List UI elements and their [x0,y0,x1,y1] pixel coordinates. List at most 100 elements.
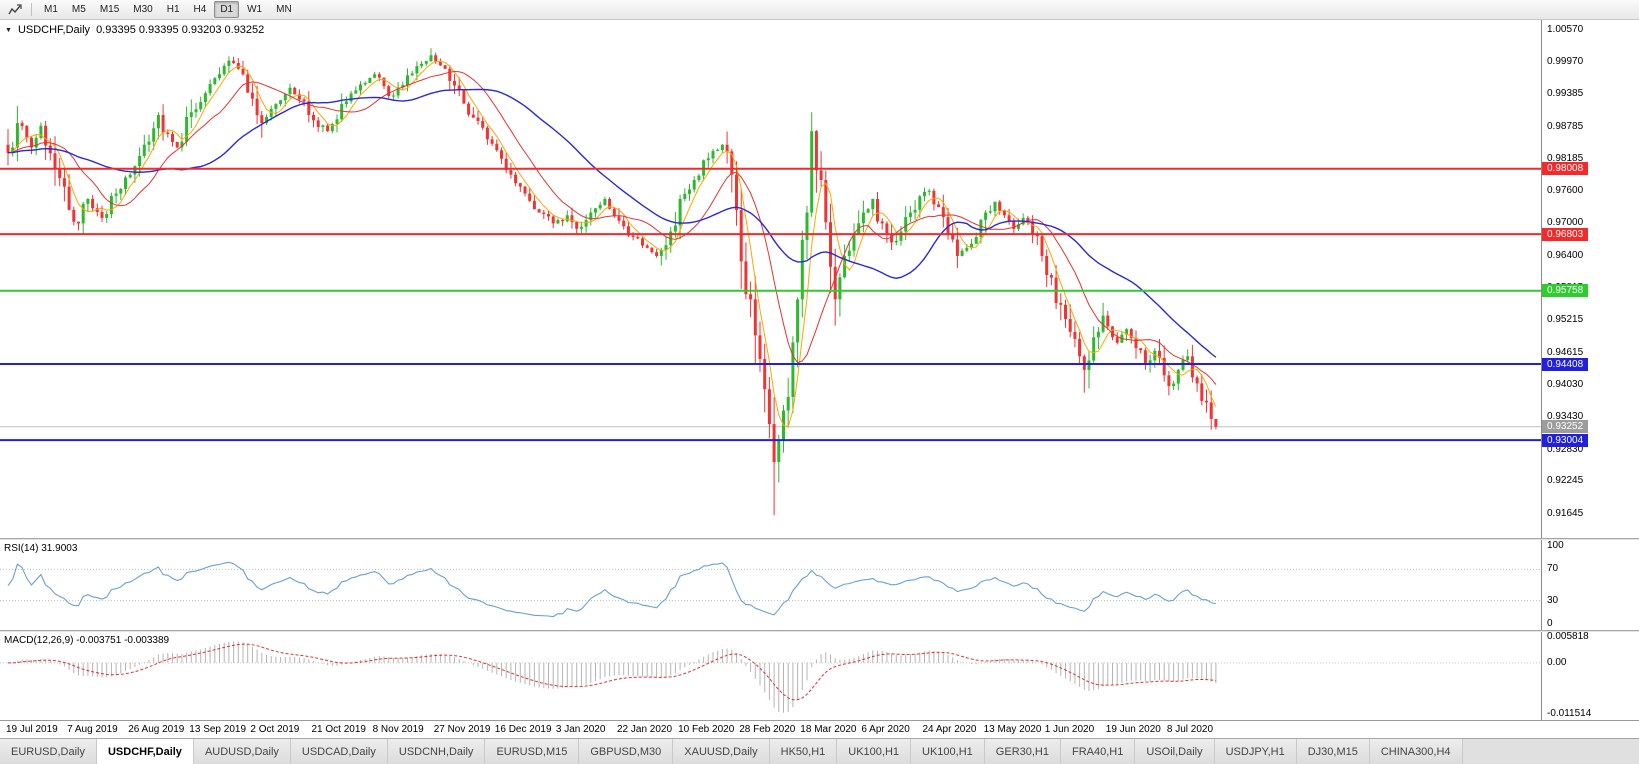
chart-tab-fra40-h1[interactable]: FRA40,H1 [1061,739,1136,764]
rsi-plot[interactable]: RSI(14) 31.9003 [0,540,1541,630]
chart-tab-usdjpy-h1[interactable]: USDJPY,H1 [1214,739,1297,764]
timeframe-button-mn[interactable]: MN [276,4,292,15]
panel-splitter[interactable] [0,538,1639,540]
date-label: 10 Feb 2020 [678,724,735,735]
date-label: 19 Jul 2019 [6,724,58,735]
macd-axis-tick: 0.005818 [1547,632,1589,642]
price-level-tag: 0.94408 [1542,357,1589,371]
price-axis-tick: 1.00570 [1547,23,1584,35]
timeframe-button-m30[interactable]: M30 [133,4,153,15]
toolbar-separator [31,3,32,16]
price-axis-tick: 0.95215 [1547,314,1584,326]
date-label: 8 Nov 2019 [372,724,424,735]
rsi-label: RSI(14) 31.9003 [4,543,77,554]
panel-splitter[interactable] [0,630,1639,632]
chart-tab-eurusd-m15[interactable]: EURUSD,M15 [485,739,580,764]
chart-ohlc-values: 0.93395 0.93395 0.93203 0.93252 [96,24,265,36]
chart-tab-uk100-h1[interactable]: UK100,H1 [837,739,912,764]
price-axis-tick: 0.97000 [1547,217,1584,229]
rsi-axis-tick: 30 [1547,594,1559,606]
price-chart-plot[interactable]: ▼ USDCHF,Daily 0.93395 0.93395 0.93203 0… [0,20,1541,538]
macd-axis-scale[interactable]: 0.005818 0.00 -0.011514 [1541,632,1639,720]
chart-tab-uk100-h1[interactable]: UK100,H1 [911,739,985,764]
chart-tab-eurusd-daily[interactable]: EURUSD,Daily [0,739,97,764]
rsi-axis-tick: 0 [1547,618,1553,629]
date-label: 6 Apr 2020 [861,724,910,735]
rsi-axis-tick: 100 [1547,540,1564,551]
date-label: 18 Mar 2020 [800,724,857,735]
timeframe-toolbar: M1 M5 M15 M30 H1 H4 D1 W1 MN [0,0,1639,20]
chart-tab-china300-h4[interactable]: CHINA300,H4 [1369,739,1463,764]
chart-tab-xauusd-daily[interactable]: XAUUSD,Daily [673,739,770,764]
chevron-down-icon[interactable]: ▼ [5,26,12,34]
rsi-name: RSI(14) [4,543,39,554]
price-axis-tick: 0.99970 [1547,56,1584,68]
macd-name: MACD(12,26,9) [4,635,74,646]
timeframe-button-h1[interactable]: H1 [166,4,180,15]
rsi-axis-tick: 70 [1547,563,1559,575]
chart-tab-usoil-daily[interactable]: USOil,Daily [1135,739,1215,764]
chart-tab-dj30-m15[interactable]: DJ30,M15 [1296,739,1370,764]
macd-axis-tick: -0.011514 [1547,708,1592,719]
date-label: 19 Jun 2020 [1105,724,1161,735]
price-axis-tick: 0.98785 [1547,120,1584,132]
chart-tab-usdcad-daily[interactable]: USDCAD,Daily [290,739,388,764]
macd-label: MACD(12,26,9) -0.003751 -0.003389 [4,635,169,646]
price-axis-tick: 0.92830 [1547,443,1584,455]
price-level-tag: 0.95758 [1542,284,1589,298]
chart-tab-usdcnh-daily[interactable]: USDCNH,Daily [387,739,486,764]
date-label: 8 Jul 2020 [1166,724,1214,735]
macd-plot[interactable]: MACD(12,26,9) -0.003751 -0.003389 [0,632,1541,720]
date-label: 24 Apr 2020 [922,724,977,735]
timeframe-button-w1[interactable]: W1 [247,4,263,15]
date-label: 27 Nov 2019 [433,724,491,735]
timeframe-button-d1[interactable]: D1 [214,1,240,18]
rsi-panel: RSI(14) 31.9003 100 70 30 0 [0,540,1639,630]
date-label: 13 May 2020 [983,724,1042,735]
chart-tab-hk50-h1[interactable]: HK50,H1 [769,739,838,764]
timeframe-button-m1[interactable]: M1 [44,4,58,15]
chart-tab-audusd-daily[interactable]: AUDUSD,Daily [193,739,291,764]
macd-signal-value: -0.003389 [124,635,170,646]
date-label: 28 Feb 2020 [739,724,796,735]
chart-tab-usdchf-daily[interactable]: USDCHF,Daily [96,739,194,764]
date-label: 2 Oct 2019 [250,724,300,735]
date-label: 22 Jan 2020 [617,724,673,735]
chart-title: ▼ USDCHF,Daily 0.93395 0.93395 0.93203 0… [5,24,264,36]
timeframe-button-h4[interactable]: H4 [193,4,207,15]
date-label: 21 Oct 2019 [311,724,366,735]
macd-panel: MACD(12,26,9) -0.003751 -0.003389 0.0058… [0,632,1639,720]
price-axis-tick: 0.94615 [1547,346,1584,358]
chart-symbol-period: USDCHF,Daily [17,24,91,36]
price-axis-tick: 0.99385 [1547,88,1584,100]
chart-tab-ger30-h1[interactable]: GER30,H1 [984,739,1061,764]
timeframe-buttons: M1 M5 M15 M30 H1 H4 D1 W1 MN [37,1,299,18]
current-price-tag: 0.93252 [1542,420,1589,434]
date-label: 3 Jan 2020 [555,724,606,735]
price-axis-tick: 0.93430 [1547,411,1584,423]
price-axis-tick: 0.92245 [1547,475,1584,487]
macd-axis-tick: 0.00 [1547,656,1567,668]
date-label: 7 Aug 2019 [67,724,118,735]
price-axis-tick: 0.98185 [1547,153,1584,165]
time-axis[interactable]: 19 Jul 2019 7 Aug 2019 26 Aug 2019 13 Sep 2… [0,720,1639,738]
price-chart-panel: ▼ USDCHF,Daily 0.93395 0.93395 0.93203 0… [0,20,1639,538]
price-level-tag: 0.96803 [1542,227,1589,241]
rsi-axis-scale[interactable]: 100 70 30 0 [1541,540,1639,630]
price-axis-tick: 0.94030 [1547,378,1584,390]
date-label: 16 Dec 2019 [494,724,552,735]
price-level-tag: 0.93004 [1542,433,1589,447]
price-axis-tick: 0.91645 [1547,507,1584,519]
chart-tab-gbpusd-m30[interactable]: GBPUSD,M30 [579,739,674,764]
timeframe-button-m15[interactable]: M15 [99,4,120,15]
timeframe-button-m5[interactable]: M5 [71,4,86,15]
date-label: 13 Sep 2019 [189,724,247,735]
price-axis-scale[interactable]: 1.00570 0.99970 0.99385 0.98785 0.98185 0.976… [1541,20,1639,538]
date-label: 1 Jun 2020 [1044,724,1095,735]
macd-main-value: -0.003751 [76,635,122,646]
chart-line-icon[interactable] [4,2,26,18]
chart-tab-bar: EURUSD,Daily USDCHF,Daily AUDUSD,Daily USDC… [0,738,1639,764]
price-level-tag: 0.98008 [1542,162,1589,176]
date-label: 26 Aug 2019 [128,724,185,735]
